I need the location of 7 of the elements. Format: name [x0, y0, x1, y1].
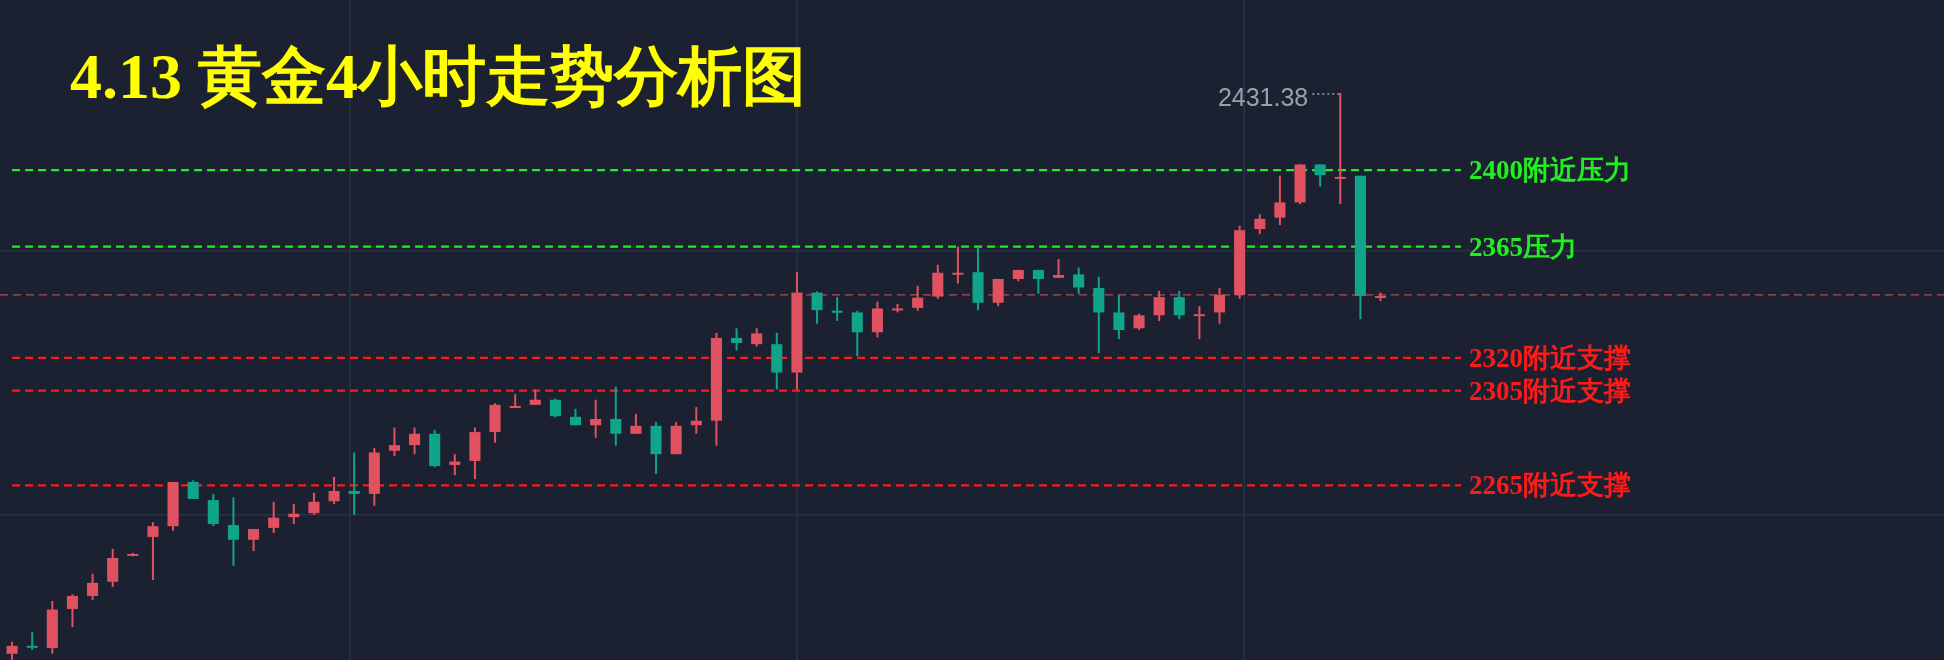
chart-title: 4.13 黄金4小时走势分析图	[70, 41, 806, 112]
ref-line-label: 2305附近支撑	[1469, 375, 1632, 406]
ref-line-label: 2265附近支撑	[1469, 470, 1632, 501]
ref-line-label: 2365压力	[1469, 231, 1578, 262]
ref-line-label: 2400附近压力	[1469, 155, 1632, 186]
ref-line-label: 2320附近支撑	[1469, 342, 1632, 373]
annotation: 2431.38	[1217, 83, 1309, 111]
